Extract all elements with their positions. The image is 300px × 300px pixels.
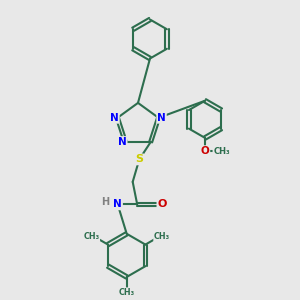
Text: H: H [101, 197, 109, 207]
Text: N: N [157, 113, 166, 123]
Text: N: N [110, 113, 119, 123]
Text: S: S [135, 154, 143, 164]
Text: N: N [118, 137, 127, 147]
Text: CH₃: CH₃ [154, 232, 170, 241]
Text: CH₃: CH₃ [83, 232, 99, 241]
Text: O: O [201, 146, 209, 156]
Text: N: N [113, 200, 122, 209]
Text: O: O [158, 200, 167, 209]
Text: CH₃: CH₃ [213, 147, 230, 156]
Text: CH₃: CH₃ [118, 288, 135, 297]
